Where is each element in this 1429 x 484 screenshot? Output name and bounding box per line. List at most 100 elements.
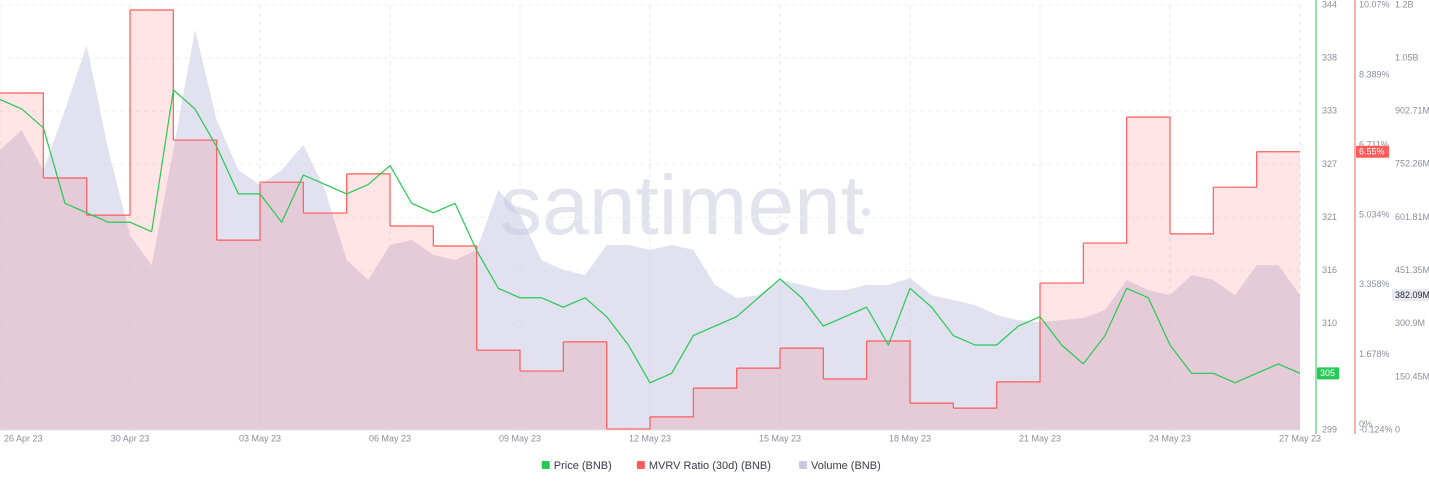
x-tick-label: 09 May 23 (499, 433, 541, 443)
y-tick-label: 1.678% (1359, 349, 1390, 359)
mvrv-fill (823, 378, 845, 430)
mvrv-fill (1148, 117, 1170, 431)
x-tick-label: 27 May 23 (1279, 433, 1321, 443)
mvrv-fill (1278, 151, 1300, 430)
y-tick-label: 6.711% (1359, 139, 1389, 149)
y-tick-label: 5.034% (1359, 209, 1390, 219)
mvrv-fill (1170, 233, 1192, 430)
mvrv-fill (780, 348, 802, 430)
mvrv-fill (585, 341, 607, 430)
mvrv-fill (953, 408, 975, 430)
x-tick-label: 12 May 23 (629, 433, 671, 443)
y-tick-label: 0% (1359, 419, 1372, 429)
x-tick-label: 15 May 23 (759, 433, 801, 443)
y-tick-label: 1.05B (1395, 53, 1419, 63)
legend-text: Price (BNB) (554, 460, 612, 472)
y-tick-label: 344 (1322, 0, 1337, 9)
x-tick-label: 03 May 23 (239, 433, 281, 443)
y-tick-label: 310 (1322, 318, 1337, 328)
mvrv-step (368, 173, 391, 226)
mvrv-fill (910, 403, 932, 430)
mvrv-fill (931, 403, 954, 430)
mvrv-fill (86, 215, 109, 430)
mvrv-step (541, 341, 564, 372)
mvrv-fill (1061, 283, 1084, 430)
mvrv-step (975, 381, 998, 409)
mvrv-fill (1235, 187, 1257, 430)
mvrv-step (1235, 151, 1258, 188)
value-badge (1317, 367, 1340, 380)
mvrv-step (238, 182, 261, 241)
x-tick-label: 26 Apr 23 (4, 433, 43, 443)
mvrv-step (21, 92, 44, 179)
mvrv-fill (845, 378, 867, 430)
mvrv-fill (1105, 243, 1127, 430)
mvrv-fill (801, 348, 824, 430)
mvrv-fill (1256, 151, 1279, 430)
mvrv-fill (1126, 117, 1149, 431)
y-tick-label: 3.358% (1359, 279, 1390, 289)
mvrv-fill (888, 341, 910, 430)
y-tick-label: 150.45M (1395, 371, 1429, 381)
mvrv-step (888, 340, 911, 404)
value-label: 382.09M (1395, 290, 1429, 300)
mvrv-step (498, 349, 521, 372)
y-tick-label: 338 (1322, 53, 1337, 63)
mvrv-fill (151, 10, 174, 431)
mvrv-fill (281, 182, 304, 430)
mvrv-step (65, 177, 88, 216)
mvrv-fill (65, 178, 87, 430)
mvrv-step (801, 347, 824, 379)
y-tick-label: 316 (1322, 265, 1337, 275)
mvrv-fill (411, 225, 434, 430)
legend-swatch (799, 461, 808, 469)
mvrv-fill (455, 245, 477, 430)
mvrv-fill (195, 140, 217, 430)
mvrv-fill (671, 416, 694, 430)
mvrv-step (671, 388, 694, 418)
mvrv-step (281, 181, 304, 214)
y-tick-label: 333 (1322, 106, 1337, 116)
mvrv-fill (758, 368, 780, 430)
y-tick-label: 299 (1322, 424, 1337, 434)
x-tick-label: 24 May 23 (1149, 433, 1191, 443)
volume-layer (0, 29, 1300, 431)
mvrv-fill (1191, 233, 1214, 430)
mvrv-fill (0, 92, 22, 430)
legend-swatch (636, 461, 645, 469)
mvrv-step (715, 368, 738, 389)
legend-swatch (541, 461, 550, 469)
volume-area (0, 29, 1300, 431)
mvrv-step (628, 416, 651, 430)
value-badge (1392, 289, 1429, 302)
y-tick-label: -0.124% (1359, 424, 1393, 434)
mvrv-step (758, 348, 781, 369)
mvrv-step (1191, 187, 1214, 235)
y-tick-label: 902.71M (1395, 106, 1429, 116)
legend-text: Volume (BNB) (811, 460, 881, 472)
mvrv-fill (216, 240, 239, 430)
mvrv-fill (1213, 187, 1235, 430)
mvrv-fill (715, 388, 737, 430)
mvrv-fill (21, 92, 44, 430)
mvrv-step (1105, 117, 1128, 244)
mvrv-fill (650, 416, 672, 430)
mvrv-step (151, 9, 174, 141)
mvrv-fill (520, 371, 542, 430)
mvrv-fill (736, 368, 759, 430)
mvrv-fill (498, 350, 520, 430)
mvrv-fill (390, 225, 412, 430)
legend: Price (BNB) MVRV Ratio (30d) (BNB) Volume … (541, 460, 881, 472)
mvrv-step (845, 341, 868, 380)
mvrv-step (455, 245, 478, 351)
mvrv-fill (43, 178, 65, 430)
value-label: 305 (1320, 368, 1335, 378)
mvrv-fill (1018, 381, 1040, 430)
value-badge (1356, 145, 1389, 158)
mvrv-fill (325, 213, 347, 430)
mvrv-fill (975, 408, 997, 430)
mvrv-layer (0, 9, 1300, 431)
axes: 26 Apr 23 30 Apr 23 03 May 23 06 May 23 09 M… (0, 0, 1429, 443)
mvrv-fill (563, 341, 585, 430)
